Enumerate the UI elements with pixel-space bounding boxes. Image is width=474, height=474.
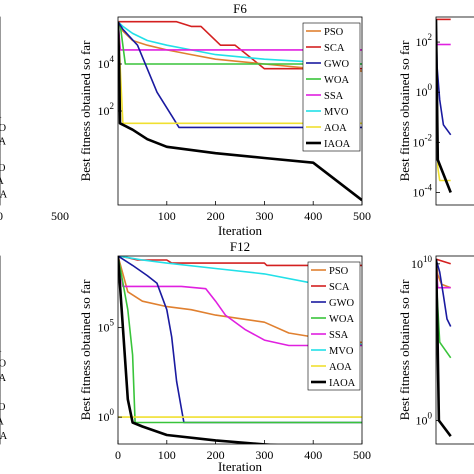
series-line-pso bbox=[118, 21, 362, 72]
legend-label-iaoa: IAOA bbox=[324, 139, 351, 150]
x-axis-label: Iteration bbox=[218, 459, 263, 474]
series-line-sca bbox=[436, 258, 451, 265]
legend-label-sca: SCA bbox=[0, 110, 2, 121]
series-line-iaoa bbox=[118, 21, 362, 202]
y-tick-label: 100 bbox=[416, 411, 433, 428]
legend-label-aoa: AOA bbox=[0, 416, 4, 427]
legend-label-gwo: GWO bbox=[0, 123, 6, 134]
legend-label-sca: SCA bbox=[324, 43, 345, 54]
legend-label-gwo: GWO bbox=[0, 358, 6, 369]
series-line-woa bbox=[118, 256, 362, 424]
y-tick-label: 104 bbox=[98, 54, 115, 71]
series-group bbox=[436, 258, 452, 437]
chart-panel-F12: 0 100 200 300 400 500 100 105 F12 Iteration Best f… bbox=[78, 239, 371, 474]
chart-title: F6 bbox=[233, 1, 247, 16]
legend-label-woa: WOA bbox=[0, 373, 6, 384]
y-tick-label: 102 bbox=[416, 32, 433, 49]
x-tick-label: 300 bbox=[255, 448, 273, 462]
chart-panel-top-left: 00500PSOSCAGWOWOASSAMVOAOAIAOA bbox=[0, 16, 69, 223]
legend-label-ssa: SSA bbox=[329, 330, 349, 341]
legend-label-mvo: MVO bbox=[324, 107, 349, 118]
legend-label-iaoa: IAOA bbox=[0, 431, 8, 442]
axes-frame bbox=[117, 255, 363, 445]
legend-label-iaoa: IAOA bbox=[329, 378, 356, 389]
y-tick-label: 102 bbox=[98, 101, 115, 118]
legend-label-gwo: GWO bbox=[324, 59, 349, 70]
x-tick-label: 100 bbox=[158, 209, 176, 223]
series-line-mvo bbox=[118, 21, 362, 65]
legend-label-pso: PSO bbox=[324, 27, 344, 38]
x-tick-label: 500 bbox=[51, 209, 69, 223]
chart-panel-F6: 100 200 300 400 500 102 104 F6 Iteration Best fit… bbox=[78, 1, 371, 238]
x-tick-label: 400 bbox=[304, 209, 322, 223]
x-axis-label: Iteration bbox=[218, 223, 263, 238]
legend-label-woa: WOA bbox=[324, 75, 349, 86]
x-tick-label: 0 bbox=[115, 448, 121, 462]
axes-frame bbox=[435, 16, 474, 206]
chart-panel-bottom-right: 1010 100 Best fitness obtained so far bbox=[397, 254, 474, 445]
legend-label-sca: SCA bbox=[0, 344, 2, 355]
series-line-gwo bbox=[436, 258, 452, 327]
x-tick-label: 500 bbox=[353, 209, 371, 223]
y-axis-label: Best fitness obtained so far bbox=[78, 40, 93, 181]
legend-label-aoa: AOA bbox=[0, 176, 4, 187]
legend-label-woa: WOA bbox=[0, 136, 6, 147]
x-tick-label: 400 bbox=[304, 448, 322, 462]
legend-label-gwo: GWO bbox=[329, 298, 354, 309]
y-tick-label: 1010 bbox=[411, 254, 433, 271]
legend-label-mvo: MVO bbox=[329, 346, 354, 357]
x-tick-label: 200 bbox=[207, 209, 225, 223]
legend-label-pso: PSO bbox=[329, 266, 349, 277]
y-tick-label: 100 bbox=[98, 407, 115, 424]
series-line-iaoa bbox=[118, 256, 279, 444]
x-tick-label: 00 bbox=[0, 209, 3, 223]
series-line-gwo bbox=[118, 256, 362, 424]
series-group bbox=[436, 18, 452, 193]
legend-label-iaoa: IAOA bbox=[0, 189, 8, 200]
legend-box bbox=[307, 261, 361, 391]
y-axis-label: Best fitness obtained so far bbox=[78, 279, 93, 420]
y-axis-label: Best fitness obtained so far bbox=[397, 279, 412, 420]
legend: PSO SCA GWO WOA SSA MVO AOA IAOA bbox=[307, 261, 361, 391]
legend-label-mvo: MVO bbox=[0, 402, 6, 413]
series-line-ssa bbox=[118, 256, 362, 347]
y-tick-label: 10-2 bbox=[413, 132, 433, 149]
chart-title: F12 bbox=[230, 239, 250, 254]
axes-frame bbox=[435, 255, 474, 445]
x-tick-label: 500 bbox=[353, 448, 371, 462]
legend-label-sca: SCA bbox=[329, 282, 350, 293]
x-tick-label: 200 bbox=[207, 448, 225, 462]
legend-label-ssa: SSA bbox=[324, 91, 344, 102]
legend-label-aoa: AOA bbox=[329, 362, 352, 373]
x-tick-label: 100 bbox=[158, 448, 176, 462]
legend-label-mvo: MVO bbox=[0, 163, 6, 174]
legend-box bbox=[302, 22, 361, 152]
y-tick-label: 105 bbox=[98, 318, 115, 335]
series-line-iaoa bbox=[436, 19, 452, 193]
legend-label-woa: WOA bbox=[329, 314, 354, 325]
y-tick-label: 100 bbox=[416, 82, 433, 99]
y-axis-label: Best fitness obtained so far bbox=[397, 40, 412, 181]
x-tick-label: 300 bbox=[255, 209, 273, 223]
legend: PSO SCA GWO WOA SSA MVO AOA IAOA bbox=[302, 22, 361, 152]
series-line-iaoa bbox=[436, 259, 452, 437]
y-tick-label: 10-4 bbox=[413, 182, 433, 199]
legend-label-aoa: AOA bbox=[324, 123, 347, 134]
series-line-gwo bbox=[118, 21, 362, 129]
